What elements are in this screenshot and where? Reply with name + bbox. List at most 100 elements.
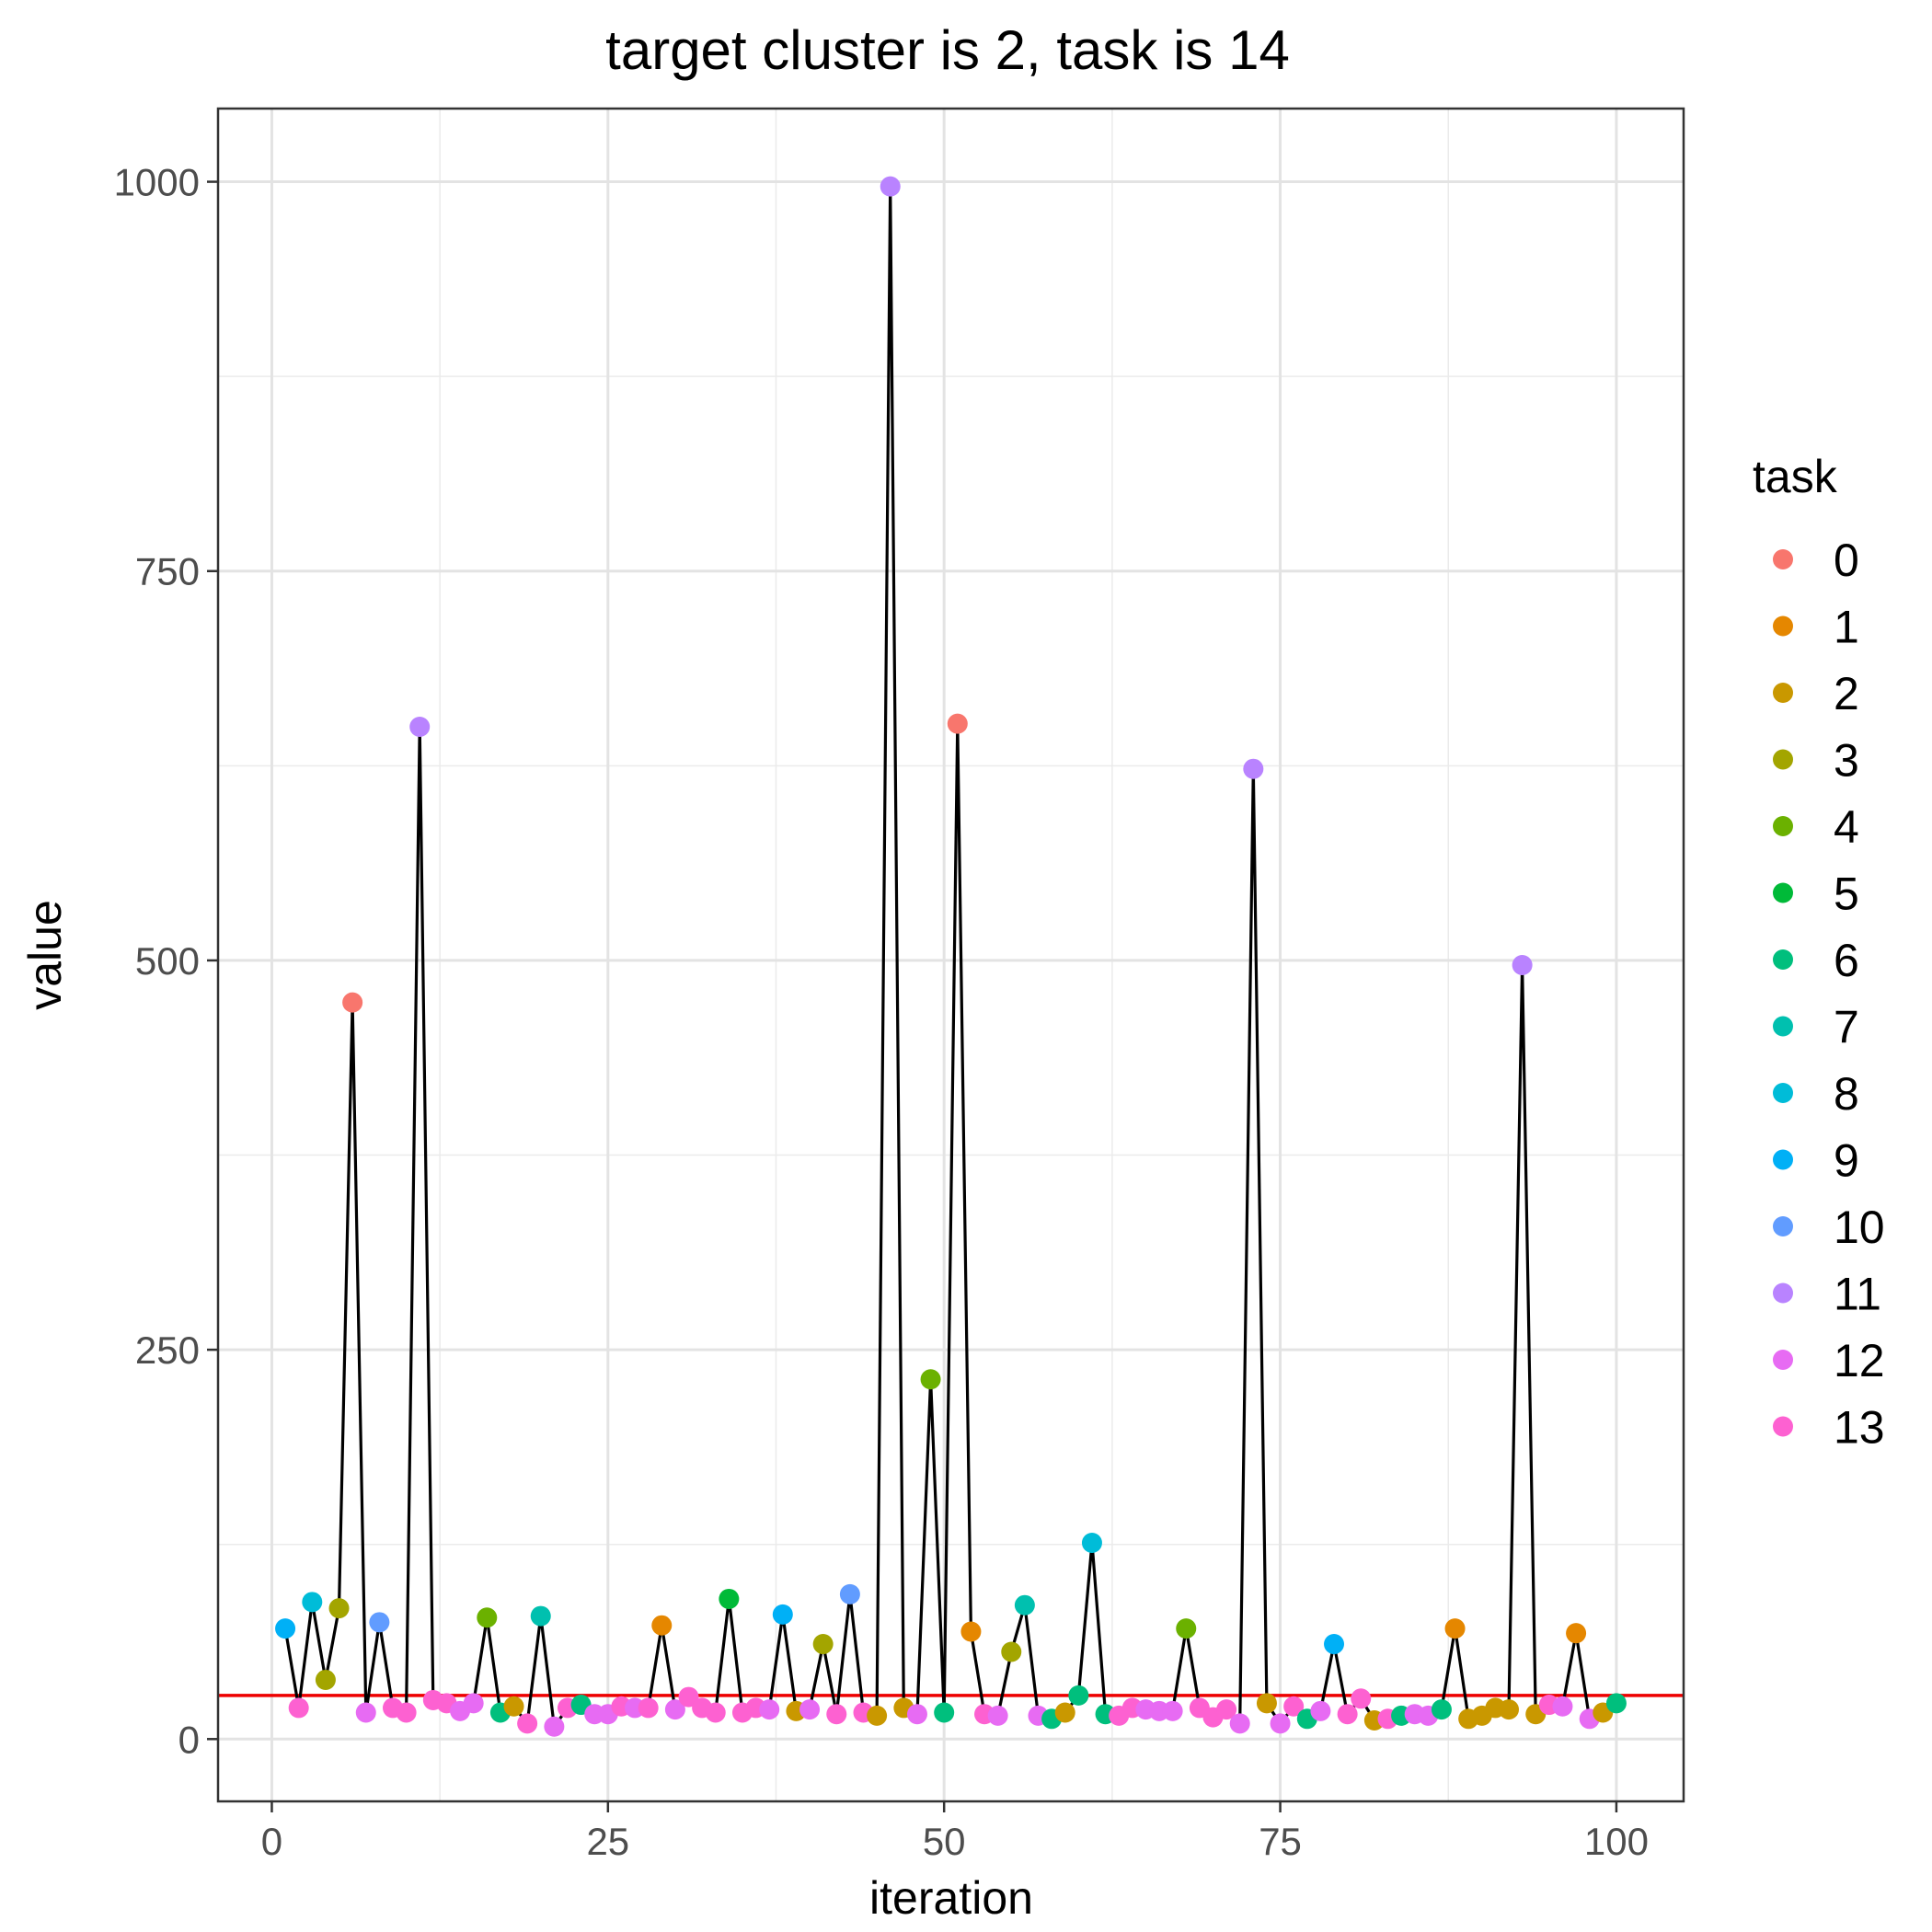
data-point xyxy=(1068,1685,1089,1706)
data-point xyxy=(651,1615,673,1636)
legend-label: 3 xyxy=(1834,735,1859,787)
y-axis: 0 250 500 750 1000 xyxy=(114,161,218,1761)
legend-label: 9 xyxy=(1834,1135,1859,1187)
data-point xyxy=(1552,1696,1573,1717)
data-point xyxy=(544,1716,565,1737)
data-point xyxy=(1337,1704,1358,1725)
data-point xyxy=(880,176,901,197)
data-point xyxy=(664,1699,685,1720)
data-point xyxy=(517,1713,538,1734)
data-point xyxy=(477,1607,498,1628)
legend-key xyxy=(1773,749,1793,770)
y-tick-label: 750 xyxy=(135,550,200,593)
legend-label: 11 xyxy=(1834,1269,1881,1320)
data-point xyxy=(302,1592,323,1613)
legend-label: 1 xyxy=(1834,602,1859,653)
data-point xyxy=(839,1583,860,1604)
x-tick-label: 50 xyxy=(923,1820,966,1863)
data-point xyxy=(1444,1618,1466,1639)
legend-key xyxy=(1773,1416,1793,1437)
legend-label: 10 xyxy=(1834,1202,1885,1253)
data-point xyxy=(530,1605,551,1627)
data-point xyxy=(920,1369,941,1390)
x-axis-title: iteration xyxy=(869,1872,1033,1924)
legend-key xyxy=(1773,1282,1793,1304)
data-point xyxy=(772,1604,793,1625)
x-tick-label: 75 xyxy=(1259,1820,1302,1863)
y-tick-label: 1000 xyxy=(114,161,200,204)
plot-background xyxy=(218,109,1684,1801)
data-point xyxy=(1014,1594,1035,1616)
data-point xyxy=(328,1598,350,1619)
legend-label: 2 xyxy=(1834,668,1859,719)
legend-label: 0 xyxy=(1834,535,1859,586)
data-point xyxy=(369,1612,390,1633)
legend-label: 4 xyxy=(1834,801,1859,853)
legend-label: 12 xyxy=(1834,1335,1885,1386)
legend-label: 5 xyxy=(1834,868,1859,920)
data-point xyxy=(355,1702,376,1723)
data-point xyxy=(1512,955,1533,976)
y-tick-label: 500 xyxy=(135,939,200,983)
data-point xyxy=(638,1697,659,1719)
legend-key xyxy=(1773,1149,1793,1170)
y-tick-label: 0 xyxy=(178,1718,200,1761)
data-point xyxy=(1351,1688,1372,1709)
data-point xyxy=(947,713,968,734)
data-point xyxy=(1081,1533,1102,1554)
data-point xyxy=(906,1704,927,1725)
data-point xyxy=(812,1634,834,1655)
legend-key xyxy=(1773,949,1793,970)
data-point xyxy=(1001,1641,1022,1662)
legend-title: task xyxy=(1753,451,1838,502)
data-point xyxy=(1324,1634,1345,1655)
data-point xyxy=(1605,1693,1627,1714)
data-point xyxy=(705,1702,726,1723)
legend-key xyxy=(1773,1083,1793,1103)
data-points xyxy=(275,176,1627,1737)
x-tick-label: 100 xyxy=(1584,1820,1649,1863)
data-point xyxy=(799,1699,821,1720)
data-point xyxy=(1243,758,1264,779)
data-point xyxy=(503,1696,524,1717)
data-point xyxy=(275,1618,296,1639)
legend-key xyxy=(1773,1016,1793,1037)
legend-label: 8 xyxy=(1834,1068,1859,1120)
plot-panel-border xyxy=(216,107,1685,1803)
legend-key xyxy=(1773,882,1793,903)
data-point xyxy=(463,1693,484,1714)
data-point xyxy=(960,1621,982,1642)
x-tick-label: 0 xyxy=(261,1820,282,1863)
data-point xyxy=(342,992,363,1013)
data-point xyxy=(396,1702,417,1723)
data-point xyxy=(1162,1700,1183,1721)
legend-key xyxy=(1773,683,1793,703)
data-point xyxy=(315,1669,336,1690)
y-tick-label: 250 xyxy=(135,1328,200,1372)
legend-label: 13 xyxy=(1834,1402,1885,1454)
data-point xyxy=(867,1705,888,1726)
data-point xyxy=(409,717,431,738)
data-point xyxy=(1499,1699,1520,1720)
chart-title: target cluster is 2, task is 14 xyxy=(605,19,1290,81)
data-point xyxy=(288,1697,309,1719)
legend-key xyxy=(1773,615,1793,637)
major-gridlines xyxy=(218,109,1684,1801)
legend-label: 7 xyxy=(1834,1002,1859,1053)
data-point xyxy=(1054,1702,1075,1723)
data-point xyxy=(1256,1693,1277,1714)
y-axis-title: value xyxy=(19,900,71,1010)
data-point xyxy=(1310,1700,1331,1721)
data-point xyxy=(678,1686,699,1708)
data-point xyxy=(719,1588,740,1609)
data-point xyxy=(1270,1713,1291,1734)
data-point xyxy=(987,1705,1008,1726)
legend-key xyxy=(1773,1216,1793,1236)
legend-key xyxy=(1773,549,1793,569)
legend-label: 6 xyxy=(1834,935,1859,986)
legend-key xyxy=(1773,1350,1793,1370)
x-axis: 0 25 50 75 100 xyxy=(261,1801,1649,1863)
legend-key xyxy=(1773,816,1793,836)
